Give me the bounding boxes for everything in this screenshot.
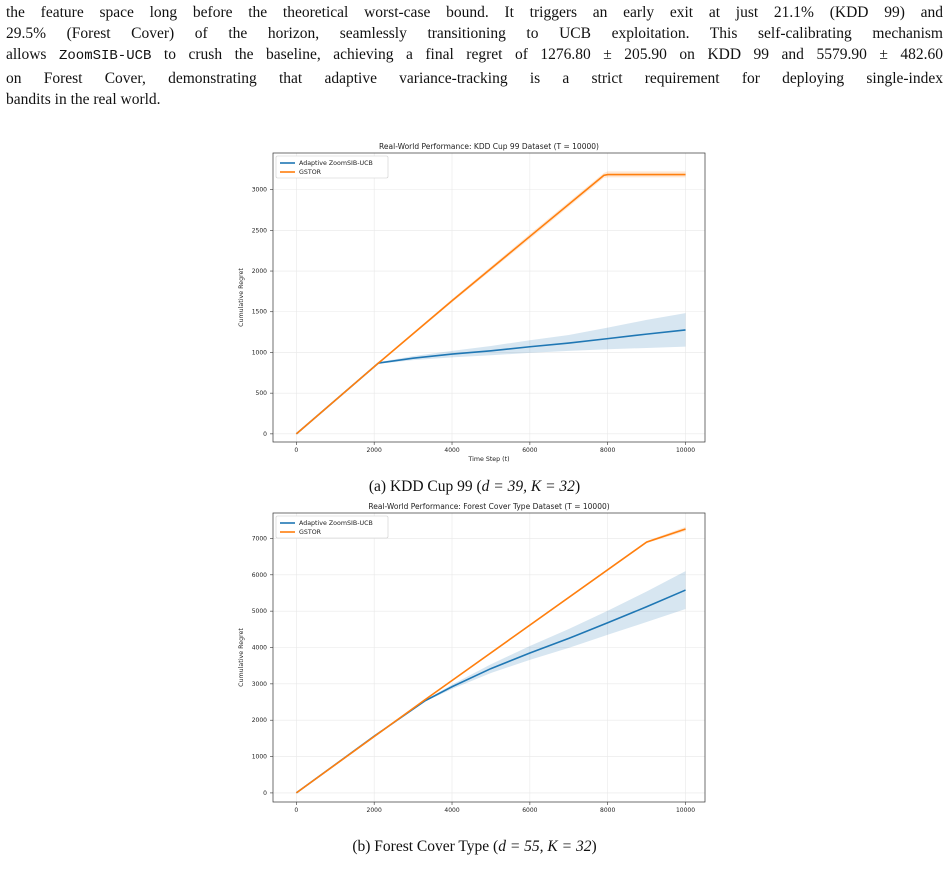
series-line-1 [295,173,686,435]
x-tick-label: 4000 [444,807,459,812]
y-tick-label: 2000 [252,268,267,275]
legend-box [275,515,389,539]
x-tick-label: 8000 [600,447,615,454]
x-tick-label: 0 [294,447,298,454]
confidence-band-1 [296,171,686,434]
figure-kdd-cup-99: Real-World Performance: KDD Cup 99 Datas… [238,142,706,463]
x-tick-label: 10000 [676,807,695,812]
figure-forest-cover: Real-World Performance: Forest Cover Typ… [238,502,706,812]
chart-title: Real-World Performance: KDD Cup 99 Datas… [379,142,599,151]
y-tick-label: 2500 [252,227,267,234]
series-line-1 [295,528,686,794]
confidence-band-0 [296,571,686,793]
x-axis-label: Time Step (t) [467,456,509,463]
legend-box [275,155,389,179]
y-axis-label: Cumulative Regret [238,628,245,687]
y-tick-label: 1500 [252,309,267,316]
paragraph-line: allows ZoomSIB-UCB to crush the baseline… [6,46,943,65]
legend-label-0: Adaptive ZoomSIB-UCB [299,160,373,167]
legend-label-0: Adaptive ZoomSIB-UCB [299,520,373,527]
y-tick-label: 6000 [252,572,267,579]
y-tick-label: 0 [263,431,267,438]
x-tick-label: 2000 [367,447,382,454]
x-tick-label: 6000 [522,447,537,454]
y-tick-label: 1000 [252,349,267,356]
confidence-band-1 [296,526,686,793]
paragraph-line: on Forest Cover, demonstrating that adap… [6,69,943,87]
paragraph-line: 29.5% (Forest Cover) of the horizon, sea… [6,25,943,43]
y-tick-label: 3000 [252,187,267,194]
x-tick-label: 8000 [600,807,615,812]
y-tick-label: 0 [263,790,267,797]
paragraph-line: the feature space long before the theore… [6,4,943,21]
figure-caption-a: (a) KDD Cup 99 (d = 39, K = 32) [368,478,581,495]
y-tick-label: 500 [256,390,268,397]
legend-label-1: GSTOR [299,529,322,536]
series-line-0 [295,329,686,435]
x-tick-label: 4000 [444,447,459,454]
y-tick-label: 3000 [252,681,267,688]
plot-frame [272,512,706,803]
y-tick-label: 7000 [252,535,267,542]
x-tick-label: 0 [294,807,298,812]
chart-title: Real-World Performance: Forest Cover Typ… [368,502,609,511]
legend-label-1: GSTOR [299,169,322,176]
confidence-band-0 [296,313,686,434]
paragraph-line: bandits in the real world. [6,90,161,108]
plot-frame [272,152,706,443]
y-tick-label: 4000 [252,645,267,652]
y-tick-label: 1000 [252,754,267,761]
y-tick-label: 2000 [252,717,267,724]
y-tick-label: 5000 [252,608,267,615]
body-paragraph: the feature space long before the theore… [6,2,943,110]
y-axis-label: Cumulative Regret [238,268,245,327]
figure-caption-b: (b) Forest Cover Type (d = 55, K = 32) [352,838,597,855]
legend: Adaptive ZoomSIB-UCB GSTOR [275,155,389,179]
method-name: ZoomSIB-UCB [58,48,152,65]
x-tick-label: 6000 [522,807,537,812]
x-tick-label: 10000 [676,447,695,454]
legend: Adaptive ZoomSIB-UCB GSTOR [275,515,389,539]
x-tick-label: 2000 [367,807,382,812]
